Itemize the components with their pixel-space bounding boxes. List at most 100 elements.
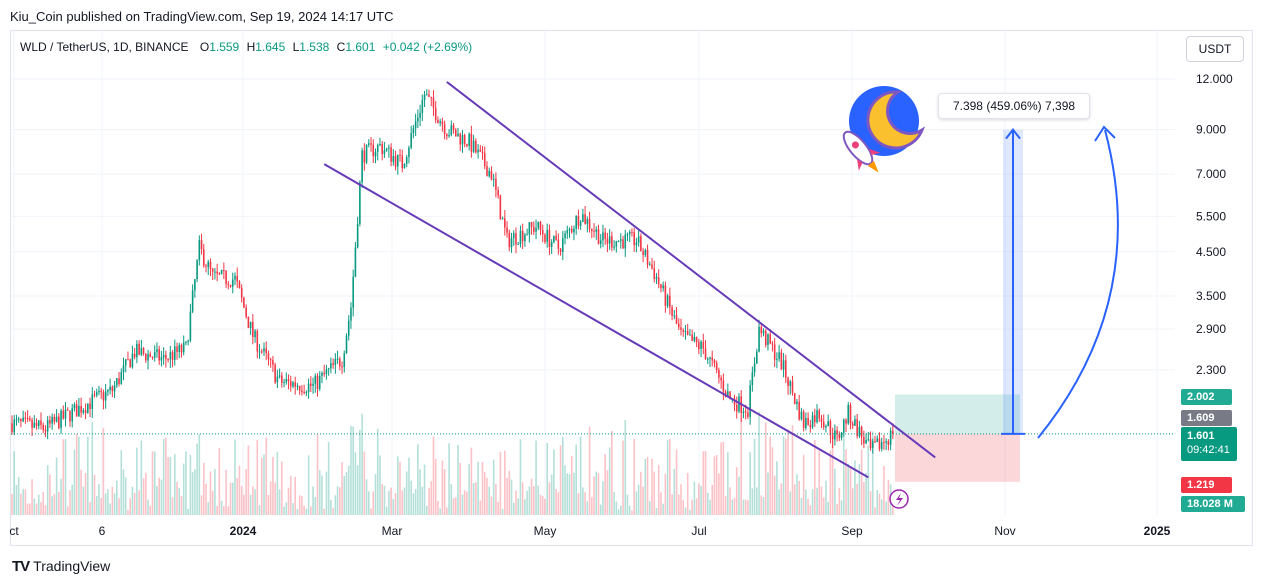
candle xyxy=(200,240,203,250)
candle xyxy=(385,148,388,151)
volume-bar xyxy=(548,482,551,515)
volume-bar xyxy=(140,440,143,515)
volume-bar xyxy=(595,471,598,515)
candle xyxy=(836,430,838,434)
candle xyxy=(767,334,769,346)
volume-bar xyxy=(29,503,31,515)
volume-bar xyxy=(307,455,310,515)
candle xyxy=(579,221,582,226)
publisher-line: Kiu_Coin published on TradingView.com, S… xyxy=(10,9,394,24)
volume-bar xyxy=(287,487,290,515)
volume-bar xyxy=(858,464,861,515)
volume-bar xyxy=(211,490,214,515)
volume-bar xyxy=(591,497,593,515)
candle xyxy=(205,265,207,267)
currency-selector[interactable]: USDT xyxy=(1186,36,1244,62)
volume-bar xyxy=(153,451,156,515)
volume-bar xyxy=(64,439,67,515)
volume-bar xyxy=(399,461,401,515)
channel-upper-line xyxy=(446,81,936,459)
candle xyxy=(840,432,843,438)
volume-bar xyxy=(524,499,526,515)
candle xyxy=(437,120,439,123)
volume-bar xyxy=(744,499,747,515)
volume-bar xyxy=(450,484,453,515)
candle xyxy=(24,417,27,419)
volume-bar xyxy=(91,422,94,515)
volume-bar xyxy=(401,490,404,515)
volume-bar xyxy=(20,493,22,515)
volume-bar xyxy=(167,457,169,515)
volume-bar xyxy=(648,501,651,515)
volume-bar xyxy=(419,469,421,515)
volume-bar xyxy=(138,490,140,515)
candle xyxy=(381,144,383,154)
volume-bar xyxy=(834,468,836,515)
volume-bar xyxy=(294,476,297,515)
volume-bar xyxy=(504,450,506,515)
volume-bar xyxy=(528,486,531,515)
lightning-icon[interactable] xyxy=(889,489,909,509)
tradingview-brand[interactable]: TV TradingView xyxy=(12,558,110,575)
volume-bar xyxy=(227,506,230,515)
volume-bar xyxy=(13,451,16,515)
volume-bar xyxy=(339,487,341,515)
volume-bar xyxy=(885,501,887,515)
candle xyxy=(562,238,564,252)
volume-bar xyxy=(829,450,832,515)
volume-bar xyxy=(383,485,386,515)
volume-bar xyxy=(564,465,566,515)
volume-bar xyxy=(356,465,359,515)
target-price-tag: 2.002 xyxy=(1181,389,1232,405)
volume-bar xyxy=(330,500,332,515)
candle xyxy=(118,378,120,385)
time-tick-label: ct xyxy=(9,524,19,538)
legend-symbol[interactable]: WLD / TetherUS, 1D, BINANCE xyxy=(20,40,189,54)
volume-bar xyxy=(624,420,627,515)
candle xyxy=(269,359,272,361)
candle xyxy=(51,416,53,424)
candle xyxy=(573,228,575,233)
volume-bar xyxy=(787,429,789,515)
candle xyxy=(499,195,502,220)
volume-bar xyxy=(533,486,535,515)
candle xyxy=(376,144,379,153)
time-axis-labels: ct 6 2024 Mar May Jul Sep Nov 2025 xyxy=(9,524,1170,538)
volume-bar xyxy=(33,498,36,515)
time-tick-label: 6 xyxy=(99,524,106,538)
candle xyxy=(785,360,787,378)
volume-bar xyxy=(490,496,493,515)
candle xyxy=(350,307,352,321)
candle xyxy=(541,229,544,235)
candle xyxy=(497,189,499,196)
candle xyxy=(37,420,40,427)
volume-bar xyxy=(448,443,450,515)
candle xyxy=(218,273,221,275)
volume-bar xyxy=(321,475,323,515)
candle xyxy=(751,372,754,386)
volume-bar xyxy=(735,467,738,515)
candle xyxy=(825,426,827,428)
candle xyxy=(310,383,312,386)
candle xyxy=(711,357,714,361)
volume-bar xyxy=(441,460,444,515)
candle xyxy=(586,218,589,224)
price-tick-label: 3.500 xyxy=(1196,289,1226,303)
volume-bar xyxy=(791,425,794,515)
long-position-tool xyxy=(895,394,1020,482)
candle xyxy=(800,411,803,420)
bar-countdown: 09:42:41 xyxy=(1187,444,1230,456)
candle xyxy=(849,404,852,424)
candle xyxy=(606,238,609,244)
volume-bar xyxy=(582,487,584,515)
candle xyxy=(495,178,497,190)
candle xyxy=(91,394,94,409)
candle xyxy=(109,386,111,391)
candle xyxy=(492,178,495,180)
candle xyxy=(214,271,216,273)
volume-bar xyxy=(751,488,754,515)
candle xyxy=(443,124,446,135)
volume-bar xyxy=(662,503,664,515)
candle xyxy=(521,230,524,242)
